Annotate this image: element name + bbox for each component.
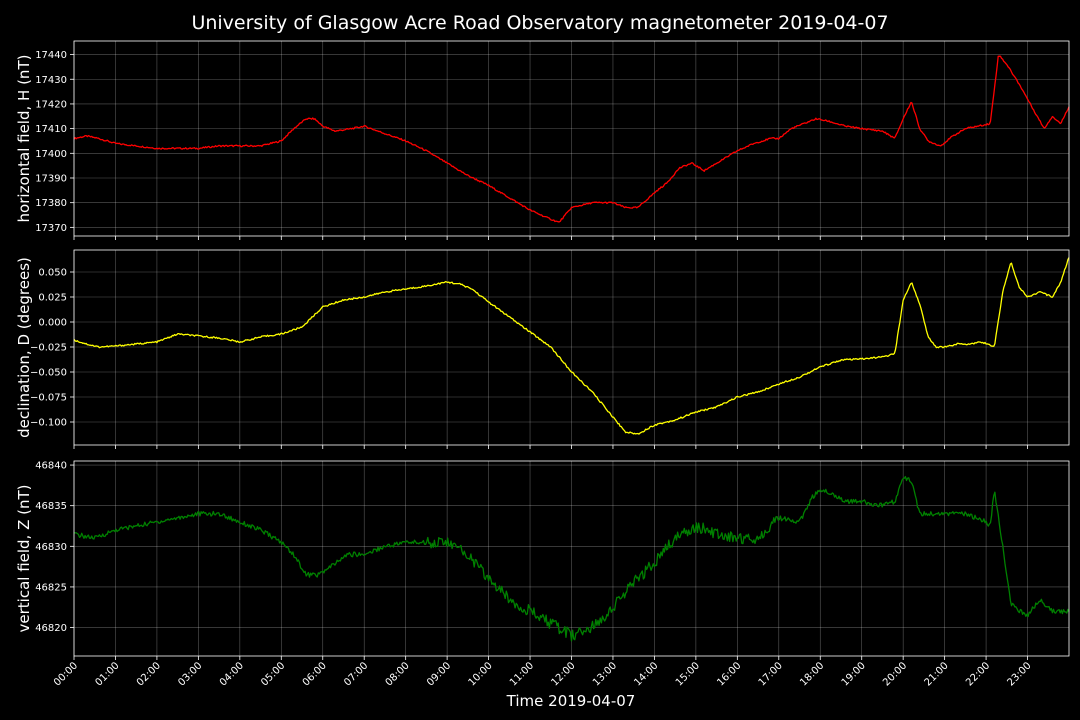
y-tick-label: 17400 xyxy=(35,149,67,160)
series-line xyxy=(73,55,1070,223)
x-tick-label: 22:00 xyxy=(964,660,992,688)
y-tick-label: −0.025 xyxy=(30,343,67,354)
y-tick-label: −0.100 xyxy=(30,418,67,429)
y-axis-label: declination, D (degrees) xyxy=(15,257,33,438)
y-tick-label: 17390 xyxy=(35,173,67,184)
series-line xyxy=(73,475,1070,642)
y-axis-label: vertical field, Z (nT) xyxy=(15,484,33,632)
y-tick-label: 17430 xyxy=(35,75,67,86)
x-tick-label: 07:00 xyxy=(342,660,370,688)
axes-frame xyxy=(73,40,1070,237)
y-tick-label: 17440 xyxy=(35,50,67,61)
x-tick-label: 16:00 xyxy=(715,660,743,688)
x-tick-label: 21:00 xyxy=(923,660,951,688)
y-tick-label: 17370 xyxy=(35,223,67,234)
x-tick-label: 14:00 xyxy=(632,660,660,688)
y-tick-label: 0.050 xyxy=(38,268,67,279)
x-tick-label: 12:00 xyxy=(549,660,577,688)
x-tick-label: 17:00 xyxy=(757,660,785,688)
y-tick-label: 46820 xyxy=(35,623,67,634)
panels: 17370 17380 17390 17400 17410 17420 17430 17440… xyxy=(15,40,1070,689)
axes-frame xyxy=(73,460,1070,657)
x-tick-label: 13:00 xyxy=(591,660,619,688)
x-tick-label: 20:00 xyxy=(881,660,909,688)
panel-3: 46820 46825 46830 46835 46840 vertical field,… xyxy=(15,460,1070,689)
panel-2: −0.100 −0.075 −0.050 −0.025 0.000 0.025 0.050 d… xyxy=(15,249,1070,449)
x-tick-label: 15:00 xyxy=(674,660,702,688)
y-tick-label: 46835 xyxy=(35,501,67,512)
y-tick-label: −0.050 xyxy=(30,368,67,379)
y-axis-label: horizontal field, H (nT) xyxy=(15,55,33,223)
y-tick-label: 46840 xyxy=(35,461,67,472)
x-tick-label: 03:00 xyxy=(176,660,204,688)
chart-title: University of Glasgow Acre Road Observat… xyxy=(191,12,888,34)
panel-1: 17370 17380 17390 17400 17410 17420 17430 17440… xyxy=(15,40,1070,240)
y-tick-label: 46830 xyxy=(35,542,67,553)
series-line xyxy=(73,257,1070,435)
x-tick-label: 09:00 xyxy=(425,660,453,688)
y-tick-label: 46825 xyxy=(35,582,67,593)
x-tick-label: 06:00 xyxy=(301,660,329,688)
x-tick-label: 08:00 xyxy=(384,660,412,688)
x-tick-label: 18:00 xyxy=(798,660,826,688)
y-tick-label: 0.025 xyxy=(38,293,67,304)
x-tick-label: 02:00 xyxy=(135,660,163,688)
x-tick-label: 11:00 xyxy=(508,660,536,688)
y-tick-label: 0.000 xyxy=(38,318,67,329)
y-tick-label: 17380 xyxy=(35,198,67,209)
x-axis-label: Time 2019-04-07 xyxy=(506,692,636,710)
x-tick-label: 05:00 xyxy=(259,660,287,688)
x-tick-label: 10:00 xyxy=(467,660,495,688)
x-tick-label: 00:00 xyxy=(52,660,80,688)
x-tick-label: 01:00 xyxy=(93,660,121,688)
axes-frame xyxy=(73,249,1070,446)
y-tick-label: 17420 xyxy=(35,99,67,110)
y-tick-label: 17410 xyxy=(35,124,67,135)
x-tick-label: 19:00 xyxy=(840,660,868,688)
x-tick-label: 04:00 xyxy=(218,660,246,688)
x-tick-label: 23:00 xyxy=(1006,660,1034,688)
y-tick-label: −0.075 xyxy=(30,393,67,404)
